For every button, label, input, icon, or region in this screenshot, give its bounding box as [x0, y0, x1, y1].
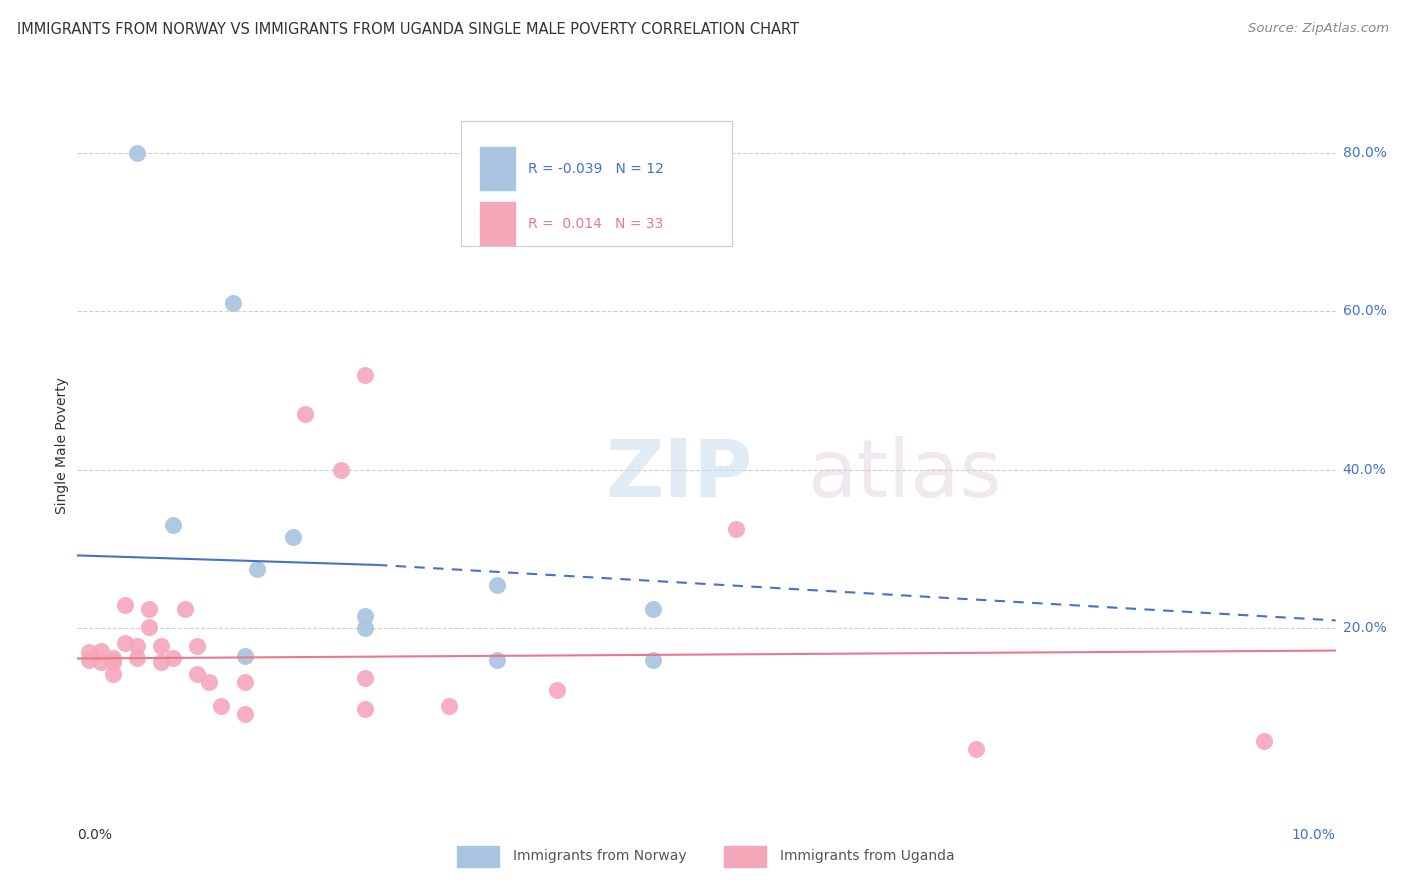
Bar: [479, 202, 515, 245]
Point: [725, 522, 748, 536]
Point: [103, 656, 125, 670]
Point: [485, 578, 508, 592]
Point: [233, 649, 256, 664]
Point: [103, 667, 125, 681]
Point: [90, 655, 112, 669]
Text: IMMIGRANTS FROM NORWAY VS IMMIGRANTS FROM UGANDA SINGLE MALE POVERTY CORRELATION: IMMIGRANTS FROM NORWAY VS IMMIGRANTS FRO…: [17, 22, 799, 37]
Point: [354, 609, 377, 624]
Point: [641, 653, 664, 667]
Point: [90, 643, 112, 657]
Text: R =  0.014   N = 33: R = 0.014 N = 33: [527, 217, 664, 231]
Text: R = -0.039   N = 12: R = -0.039 N = 12: [527, 161, 664, 176]
Point: [354, 702, 377, 716]
Point: [127, 145, 149, 160]
Point: [103, 651, 125, 665]
Point: [127, 651, 149, 665]
Text: 60.0%: 60.0%: [1343, 304, 1386, 318]
Point: [79, 653, 101, 667]
Point: [174, 601, 197, 615]
Point: [233, 675, 256, 690]
Point: [354, 368, 377, 382]
Point: [114, 635, 136, 649]
Text: 40.0%: 40.0%: [1343, 463, 1386, 477]
Point: [546, 683, 568, 698]
Point: [354, 671, 377, 685]
Point: [437, 699, 460, 714]
Text: 10.0%: 10.0%: [1292, 828, 1336, 842]
Text: 20.0%: 20.0%: [1343, 622, 1386, 635]
Point: [150, 656, 173, 670]
Point: [233, 706, 256, 721]
Point: [222, 296, 245, 310]
Point: [162, 518, 184, 533]
Y-axis label: Single Male Poverty: Single Male Poverty: [55, 377, 69, 515]
Point: [354, 621, 377, 635]
Point: [162, 651, 184, 665]
Point: [138, 620, 160, 634]
Point: [330, 463, 353, 477]
Bar: [479, 147, 515, 190]
Text: Immigrants from Norway: Immigrants from Norway: [513, 849, 686, 863]
Text: 80.0%: 80.0%: [1343, 145, 1386, 160]
Point: [209, 699, 232, 714]
Point: [150, 639, 173, 653]
Point: [641, 601, 664, 615]
Point: [186, 639, 208, 653]
Point: [114, 598, 136, 612]
Text: ZIP: ZIP: [606, 435, 754, 514]
Text: atlas: atlas: [807, 435, 1001, 514]
Text: Source: ZipAtlas.com: Source: ZipAtlas.com: [1249, 22, 1389, 36]
Point: [198, 675, 221, 690]
Point: [138, 601, 160, 615]
Point: [127, 639, 149, 653]
Point: [294, 407, 316, 421]
Point: [485, 653, 508, 667]
Text: 0.0%: 0.0%: [77, 828, 112, 842]
Point: [186, 667, 208, 681]
Point: [79, 645, 101, 659]
Text: Immigrants from Uganda: Immigrants from Uganda: [780, 849, 955, 863]
Point: [965, 742, 987, 756]
Point: [281, 530, 304, 544]
FancyBboxPatch shape: [461, 121, 731, 246]
Point: [246, 562, 269, 576]
Point: [1253, 734, 1275, 748]
